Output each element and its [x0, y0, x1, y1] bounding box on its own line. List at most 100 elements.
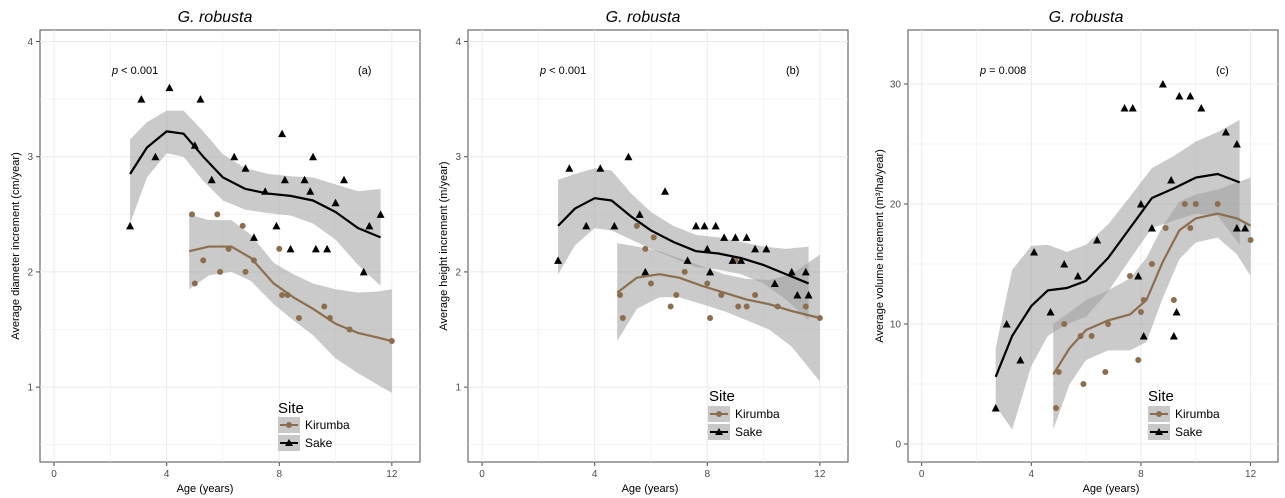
smooth-lines [994, 172, 1252, 378]
point-sake [731, 233, 740, 241]
smooth-line-sake [557, 197, 810, 285]
point-sake [1046, 308, 1055, 316]
point-kirumba [752, 291, 759, 298]
point-kirumba [633, 222, 640, 229]
ribbon-kirumba [1053, 177, 1251, 430]
legend-label-kirumba: Kirumba [305, 418, 350, 432]
point-kirumba [1187, 225, 1194, 231]
point-kirumba [1055, 369, 1062, 375]
point-kirumba [707, 315, 714, 321]
smooth-lines [129, 130, 393, 343]
point-kirumba [1127, 273, 1133, 279]
y-axis-label: Average height increment (m/year) [438, 161, 450, 330]
point-sake [751, 244, 760, 253]
point-sake [582, 221, 591, 230]
x-tick-label: 12 [1245, 469, 1257, 480]
point-sake [737, 256, 746, 264]
point-kirumba [647, 280, 654, 287]
point-sake [1136, 200, 1145, 208]
x-tick-label: 8 [1138, 469, 1144, 480]
point-kirumba [681, 268, 688, 275]
point-sake [306, 187, 315, 195]
point-kirumba [667, 303, 674, 310]
legend-marker-sake [715, 428, 723, 435]
point-sake [641, 267, 650, 276]
point-kirumba [1192, 201, 1199, 207]
point-sake [311, 244, 320, 253]
y-tick-label: 4 [27, 37, 33, 48]
point-sake [703, 244, 712, 253]
point-sake [126, 221, 135, 230]
point-sake [1232, 140, 1241, 148]
x-axis-label: Age (years) [1083, 483, 1140, 495]
x-tick-label: 8 [276, 469, 282, 480]
chart-title: G. robusta [606, 9, 681, 26]
legend: Site Kirumba Sake [278, 400, 350, 451]
point-sake [196, 95, 205, 103]
confidence-ribbons [995, 120, 1251, 430]
legend-label-kirumba: Kirumba [735, 407, 780, 421]
legend: Site Kirumba Sake [1148, 388, 1220, 440]
point-kirumba [1247, 237, 1254, 243]
legend-label-sake: Sake [735, 425, 763, 439]
y-tick-label: 0 [895, 440, 901, 451]
x-tick-label: 4 [164, 469, 170, 480]
point-sake [661, 187, 670, 195]
point-sake [1002, 320, 1011, 328]
panel-label: (a) [358, 65, 371, 77]
ribbon-kirumba [617, 243, 820, 382]
ribbon-sake [558, 168, 809, 321]
confidence-ribbons [558, 168, 820, 382]
point-sake [711, 221, 720, 230]
point-sake [1232, 224, 1241, 232]
point-sake [706, 267, 715, 276]
volume-chart: G. robusta 0 4 8 12 0 10 20 30 p = 0.008 (c) Ag… [874, 9, 1279, 495]
point-sake [1158, 80, 1167, 88]
point-sake [692, 221, 700, 230]
point-sake [596, 164, 605, 172]
point-kirumba [642, 245, 649, 252]
legend-label-sake: Sake [1175, 425, 1203, 439]
point-kirumba [704, 280, 711, 287]
point-sake [286, 244, 295, 253]
chart-title: G. robusta [178, 9, 253, 26]
y-tick-label: 2 [27, 267, 33, 278]
legend-title: Site [278, 400, 304, 417]
point-kirumba [276, 245, 283, 252]
smooth-line-kirumba [616, 273, 821, 320]
point-kirumba [191, 280, 198, 287]
point-kirumba [650, 234, 657, 241]
point-kirumba [189, 211, 195, 218]
point-sake [1093, 236, 1102, 244]
point-sake [554, 256, 563, 264]
point-sake [683, 256, 692, 264]
legend-marker-kirumba [1156, 411, 1162, 417]
smooth-line-kirumba [188, 245, 393, 343]
point-sake [742, 233, 751, 241]
y-tick-label: 1 [27, 383, 33, 394]
point-kirumba [802, 303, 809, 310]
confidence-ribbons [130, 110, 392, 393]
point-kirumba [1148, 261, 1155, 267]
point-sake [359, 267, 368, 276]
point-sake [249, 233, 258, 241]
point-kirumba [200, 257, 207, 264]
point-kirumba [617, 291, 623, 298]
point-kirumba [735, 303, 742, 310]
point-kirumba [619, 315, 626, 321]
point-kirumba [217, 268, 224, 275]
point-kirumba [1170, 297, 1177, 303]
point-sake [1060, 260, 1069, 268]
point-kirumba [242, 268, 249, 275]
point-kirumba [1053, 405, 1059, 411]
point-sake [1120, 104, 1129, 112]
legend-label-kirumba: Kirumba [1175, 407, 1220, 421]
point-kirumba [279, 291, 286, 298]
point-sake [610, 221, 619, 230]
ribbon-sake [130, 110, 381, 286]
ribbon-sake [995, 120, 1240, 430]
p-value-annotation: p < 0.001 [111, 65, 158, 77]
